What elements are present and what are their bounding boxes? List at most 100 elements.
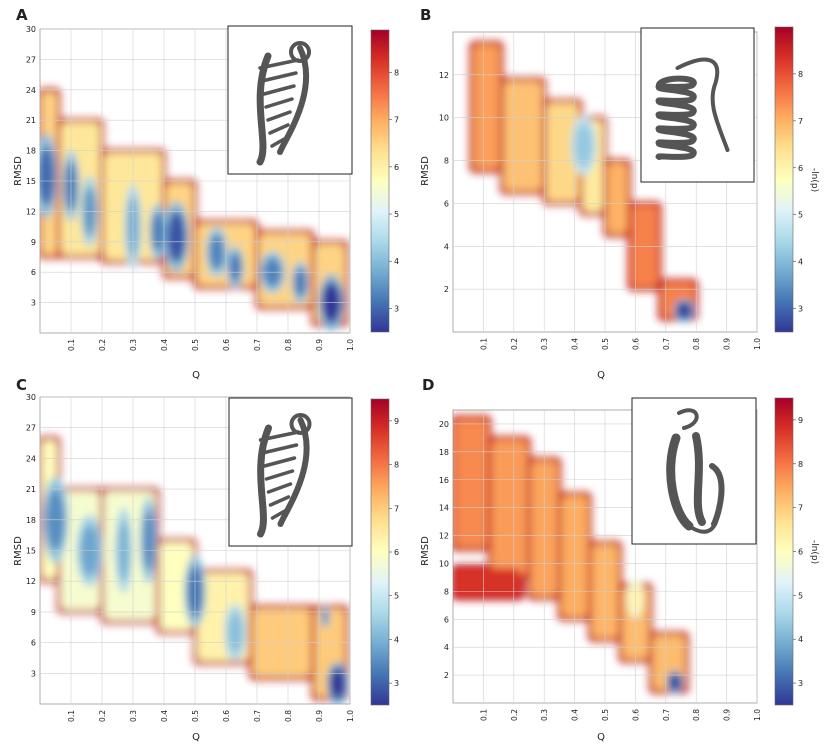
x-tick-label: 0.4 (160, 339, 169, 351)
x-tick-label: 0.4 (571, 709, 580, 721)
colorbar (774, 26, 794, 333)
colorbar-tick-label: 4 (394, 635, 399, 644)
y-tick-label: 3 (31, 299, 36, 308)
y-tick-label: 4 (444, 242, 449, 251)
region (455, 418, 488, 548)
colorbar-tick-label: 7 (394, 504, 399, 513)
rna-hairpin-structure-icon (228, 397, 353, 547)
colorbar-tick-label: 3 (394, 304, 399, 313)
colorbar-tick-label: 7 (798, 117, 803, 126)
x-tick-label: 0.5 (191, 339, 200, 351)
region (546, 102, 579, 202)
x-tick-label: 0.8 (692, 709, 701, 721)
colorbar-tick-label: 6 (394, 163, 399, 172)
y-tick-label: 15 (26, 177, 36, 186)
y-axis-label: RMSD (420, 156, 431, 186)
y-tick-label: 21 (26, 485, 36, 494)
x-tick-label: 0.8 (284, 339, 293, 351)
x-tick-label: 0.3 (129, 339, 138, 351)
colorbar-tick-label: 8 (394, 461, 399, 470)
heatmap-b: 0.1 0.2 0.3 0.4 0.5 0.6 0.7 0.8 0.9 1.0 2 4 6 8 10 12 3 4… (439, 26, 803, 350)
x-tick-label: 0.7 (662, 338, 671, 350)
energy-well (151, 211, 164, 252)
energy-well (322, 608, 329, 626)
colorbar-tick-label: 5 (798, 591, 803, 600)
x-tick-label: 0.6 (222, 710, 231, 722)
x-tick-label: 0.7 (253, 710, 262, 722)
y-tick-label: 27 (26, 424, 36, 433)
energy-field (469, 40, 699, 323)
x-tick-label: 0.4 (571, 338, 580, 350)
x-axis-label: Q (597, 370, 605, 381)
region (455, 568, 521, 597)
colorbar (774, 397, 794, 706)
colorbar-tick-label: 9 (394, 417, 399, 426)
y-tick-label: 2 (444, 285, 449, 294)
colorbar-tick-label: 6 (798, 164, 803, 173)
x-tick-label: 0.9 (315, 339, 324, 351)
panel-letter: C (16, 376, 27, 394)
region (473, 44, 500, 170)
region (607, 162, 628, 234)
x-tick-label: 0.5 (601, 709, 610, 721)
energy-well (40, 145, 54, 207)
y-tick-label: 6 (31, 639, 36, 648)
x-tick-label: 0.7 (662, 709, 671, 721)
colorbar-tick-label: 8 (798, 70, 803, 79)
energy-well (668, 673, 681, 691)
y-tick-label: 21 (26, 116, 36, 125)
x-tick-label: 0.9 (723, 709, 732, 721)
y-axis-label: RMSD (13, 536, 24, 566)
y-tick-label: 6 (31, 268, 36, 277)
x-tick-label: 0.9 (723, 338, 732, 350)
y-tick-label: 4 (444, 643, 449, 652)
panel-c: 0.1 0.2 0.3 0.4 0.5 0.6 0.7 0.8 0.9 1.0 3 6 9 12 15 18 2… (13, 376, 399, 743)
x-tick-label: 0.9 (315, 710, 324, 722)
x-tick-label: 0.4 (160, 710, 169, 722)
x-tick-label: 0.2 (98, 339, 107, 351)
y-tick-label: 10 (439, 114, 449, 123)
x-tick-label: 0.1 (67, 710, 76, 722)
y-tick-label: 8 (444, 157, 449, 166)
colorbar-label: -ln(p) (809, 540, 819, 564)
colorbar-tick-label: 3 (798, 679, 803, 688)
panel-letter: A (16, 6, 28, 24)
y-tick-label: 24 (26, 86, 36, 95)
x-tick-label: 0.8 (284, 710, 293, 722)
colorbar-tick-label: 5 (798, 211, 803, 220)
y-tick-label: 18 (26, 516, 36, 525)
colorbar-tick-label: 7 (798, 504, 803, 513)
y-tick-label: 12 (26, 577, 36, 586)
panel-letter: D (422, 376, 434, 394)
x-tick-label: 0.8 (692, 338, 701, 350)
x-tick-label: 0.6 (222, 339, 231, 351)
colorbar-tick-label: 9 (798, 416, 803, 425)
colorbar-tick-label: 4 (798, 635, 803, 644)
panel-a: 0.1 0.2 0.3 0.4 0.5 0.6 0.7 0.8 0.9 1.0 3 6 9 12 15 18 2… (13, 6, 399, 381)
y-tick-label: 12 (439, 532, 449, 541)
y-tick-label: 20 (439, 420, 449, 429)
x-tick-label: 1.0 (753, 709, 762, 721)
energy-well (329, 668, 346, 699)
colorbar-tick-label: 6 (394, 548, 399, 557)
y-tick-label: 6 (444, 199, 449, 208)
x-tick-label: 0.7 (253, 339, 262, 351)
region (503, 81, 543, 191)
panel-letter: B (420, 6, 431, 24)
colorbar (370, 398, 390, 706)
colorbar (370, 29, 390, 333)
x-tick-label: 0.1 (479, 338, 488, 350)
panel-d: 0.1 0.2 0.3 0.4 0.5 0.6 0.7 0.8 0.9 1.0 2 4 6 8 10 12 14… (420, 376, 819, 743)
colorbar-tick-label: 4 (798, 258, 803, 267)
colorbar-tick-label: 3 (798, 305, 803, 314)
x-tick-label: 0.6 (631, 709, 640, 721)
energy-well (167, 211, 186, 263)
x-tick-label: 0.3 (540, 709, 549, 721)
colorbar-tick-label: 3 (394, 679, 399, 688)
x-tick-label: 0.3 (129, 710, 138, 722)
x-tick-label: 0.5 (191, 710, 200, 722)
x-tick-label: 0.5 (601, 338, 610, 350)
colorbar-label: -ln(p) (809, 168, 819, 192)
y-tick-label: 18 (26, 147, 36, 156)
